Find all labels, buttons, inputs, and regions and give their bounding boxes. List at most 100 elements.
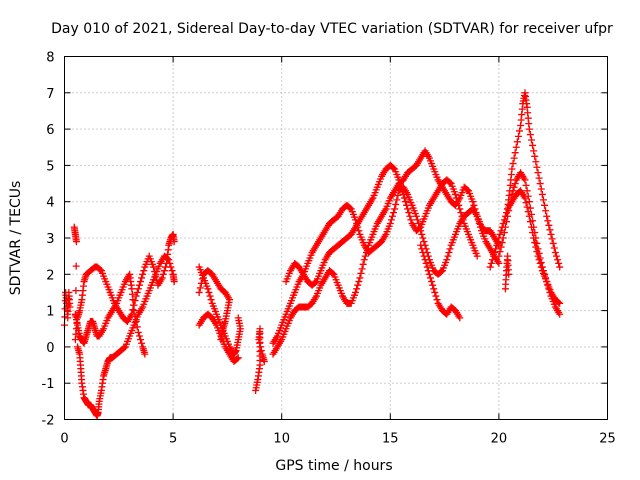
data-point xyxy=(453,194,461,202)
data-point xyxy=(138,274,146,282)
data-points xyxy=(61,89,564,420)
data-point xyxy=(495,259,503,267)
data-point xyxy=(428,278,436,286)
data-point xyxy=(399,190,407,198)
data-point xyxy=(424,267,432,275)
data-point xyxy=(530,234,538,242)
data-point xyxy=(555,259,563,267)
data-point xyxy=(257,347,265,355)
y-tick-label: 6 xyxy=(46,123,54,138)
data-point xyxy=(355,278,363,286)
series-arc-n xyxy=(504,89,564,271)
data-point xyxy=(197,279,205,287)
x-tick-label: 20 xyxy=(491,432,508,447)
y-tick-label: 4 xyxy=(46,196,54,211)
series-arc-c xyxy=(74,252,178,420)
data-point xyxy=(412,212,420,220)
data-point xyxy=(260,357,268,365)
data-point xyxy=(132,292,140,300)
data-point xyxy=(204,285,212,293)
data-point xyxy=(451,190,459,198)
data-point xyxy=(536,259,544,267)
data-point xyxy=(353,285,361,293)
data-point xyxy=(403,201,411,209)
series-arc-g xyxy=(195,310,242,365)
data-point xyxy=(554,256,562,264)
data-point xyxy=(359,260,367,268)
data-point xyxy=(473,252,481,260)
data-point xyxy=(537,185,545,193)
series-arc-l xyxy=(417,241,464,322)
data-point xyxy=(255,336,263,344)
data-point xyxy=(134,285,142,293)
data-point xyxy=(529,141,537,149)
data-point xyxy=(524,208,532,216)
y-tick-label: -1 xyxy=(42,377,55,392)
data-point xyxy=(488,256,496,264)
data-point xyxy=(508,165,516,173)
data-point xyxy=(396,180,404,188)
data-point xyxy=(138,339,146,347)
data-point xyxy=(542,207,550,215)
data-point xyxy=(195,288,203,296)
data-point xyxy=(498,223,506,231)
data-point xyxy=(535,256,543,264)
data-point xyxy=(393,196,401,204)
data-point xyxy=(487,259,495,267)
series-arc-a xyxy=(61,288,74,329)
data-point xyxy=(141,350,149,358)
data-point xyxy=(390,164,398,172)
data-point xyxy=(361,252,369,260)
data-point xyxy=(496,248,504,256)
data-point xyxy=(394,191,402,199)
data-point xyxy=(165,256,173,264)
data-point xyxy=(512,143,520,151)
data-point xyxy=(530,147,538,155)
plot-frame xyxy=(64,56,608,420)
data-point xyxy=(505,270,513,278)
data-point xyxy=(521,176,529,184)
data-point xyxy=(72,287,80,295)
data-point xyxy=(433,296,441,304)
data-point xyxy=(420,252,428,260)
data-point xyxy=(537,263,545,271)
data-point xyxy=(457,209,465,217)
data-point xyxy=(170,278,178,286)
series-arc-k xyxy=(282,161,481,289)
x-tick-label: 10 xyxy=(273,432,290,447)
data-point xyxy=(422,259,430,267)
data-point xyxy=(525,198,533,206)
data-point xyxy=(133,323,141,331)
data-point xyxy=(463,186,471,194)
y-tick-label: 3 xyxy=(46,232,54,247)
data-point xyxy=(526,131,534,139)
data-point xyxy=(234,314,242,322)
data-point xyxy=(548,235,556,243)
data-point xyxy=(521,194,529,202)
data-point xyxy=(388,212,396,220)
data-point xyxy=(525,212,533,220)
data-point xyxy=(497,243,505,251)
data-point xyxy=(535,174,543,182)
data-point xyxy=(473,212,481,220)
data-point xyxy=(532,158,540,166)
data-point xyxy=(456,314,464,322)
y-tick-label: 5 xyxy=(46,159,54,174)
data-point xyxy=(547,230,555,238)
series-arc-o xyxy=(486,187,564,307)
data-point xyxy=(233,355,241,363)
data-point xyxy=(470,201,478,209)
x-axis-label: GPS time / hours xyxy=(275,458,392,474)
data-point xyxy=(510,183,518,191)
data-point xyxy=(362,249,370,257)
series-arc-d xyxy=(71,270,149,358)
data-point xyxy=(531,239,539,247)
data-point xyxy=(256,339,264,347)
data-point xyxy=(443,256,451,264)
data-point xyxy=(407,216,415,224)
data-point xyxy=(131,312,139,320)
data-point xyxy=(346,204,354,212)
data-point xyxy=(358,265,366,273)
